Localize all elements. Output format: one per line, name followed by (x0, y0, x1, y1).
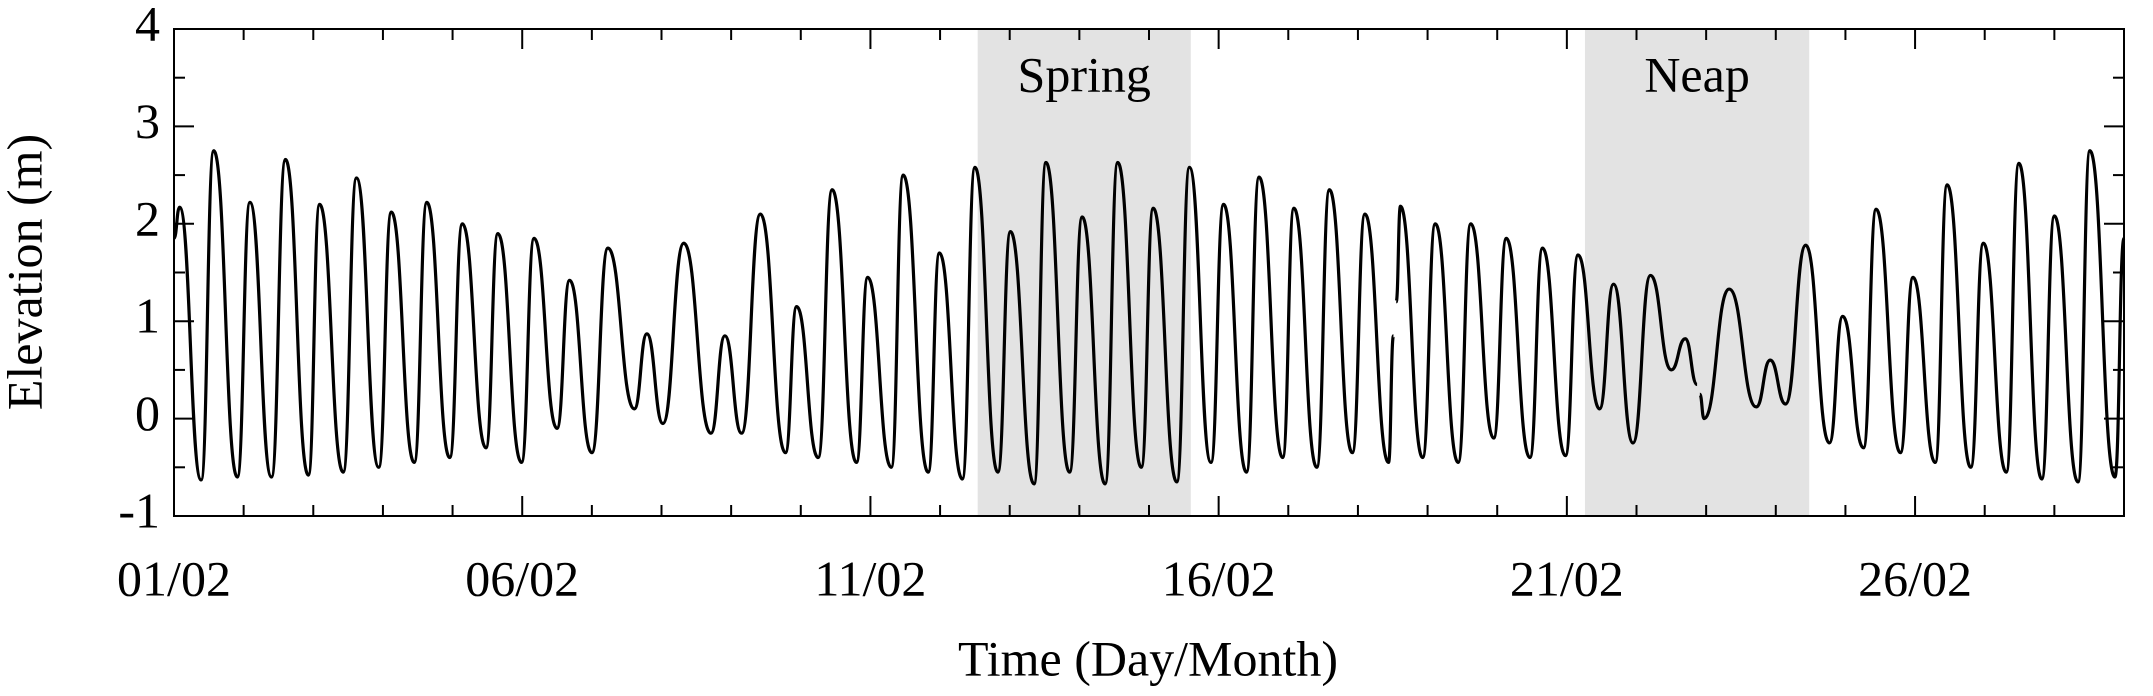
y-tick-label: 0 (135, 385, 160, 441)
y-tick-label: 3 (135, 93, 160, 149)
y-tick-label: -1 (118, 482, 160, 538)
y-axis-label: Elevation (m) (0, 134, 52, 410)
x-tick-label: 01/02 (117, 550, 231, 606)
y-tick-label: 4 (135, 0, 160, 51)
y-tick-label: 2 (135, 190, 160, 246)
y-tick-label: 1 (135, 288, 160, 344)
elevation-line (172, 149, 2126, 486)
region-label: Spring (1018, 46, 1151, 102)
x-tick-label: 21/02 (1510, 550, 1624, 606)
shaded-region (977, 29, 1191, 516)
x-tick-label: 11/02 (814, 550, 926, 606)
x-axis-label: Time (Day/Month) (958, 630, 1338, 686)
x-tick-label: 16/02 (1162, 550, 1276, 606)
shaded-region (1584, 29, 1810, 516)
x-tick-label: 26/02 (1858, 550, 1972, 606)
x-tick-label: 06/02 (465, 550, 579, 606)
region-label: Neap (1644, 46, 1750, 102)
